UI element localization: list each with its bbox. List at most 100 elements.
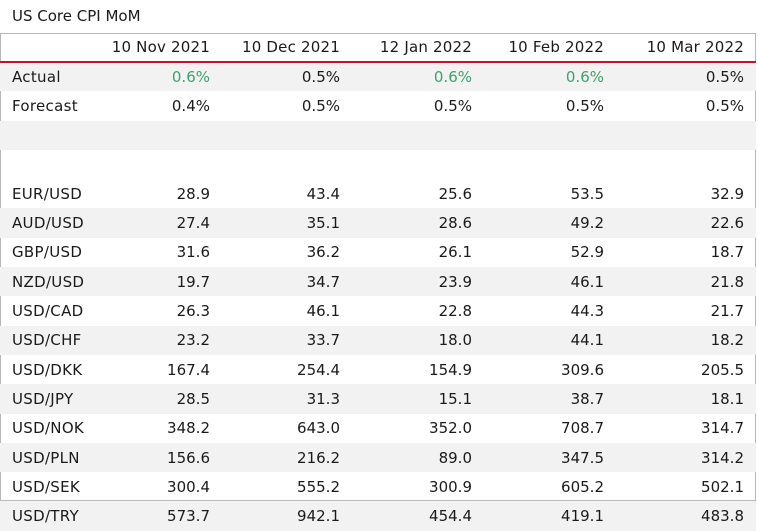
table-row: USD/PLN 156.6 216.2 89.0 347.5 314.2 <box>0 442 756 473</box>
table-cell: 21.8 <box>616 267 756 297</box>
row-label: USD/JPY <box>0 384 96 414</box>
table-cell: 314.7 <box>701 419 744 438</box>
table-cell: 0.5% <box>222 62 352 92</box>
table-row: USD/CAD 26.3 46.1 22.8 44.3 21.7 <box>0 296 756 325</box>
table-cell: 347.5 <box>484 442 616 473</box>
table-cell: 15.1 <box>352 384 484 414</box>
table-cell: 216.2 <box>222 442 352 473</box>
table-cell: 18.2 <box>616 325 756 355</box>
row-label <box>0 120 96 150</box>
table-cell: 22.6 <box>616 208 756 238</box>
row-label: NZD/USD <box>0 267 96 297</box>
table-cell: 0.5% <box>616 62 756 92</box>
table-cell: 26.1 <box>438 243 472 262</box>
table-cell <box>616 120 756 150</box>
table-cell: 38.7 <box>484 384 616 414</box>
table-cell: 52.9 <box>570 243 604 262</box>
table-row: USD/JPY 28.5 31.3 15.1 38.7 18.1 <box>0 384 756 414</box>
table-cell: 31.6 <box>176 243 210 262</box>
table-cell <box>96 150 222 179</box>
table-cell <box>616 150 756 179</box>
page-title: US Core CPI MoM <box>12 7 141 25</box>
table-cell: 0.5% <box>301 96 340 115</box>
table-cell: 22.8 <box>438 302 472 321</box>
table-cell: 27.4 <box>96 208 222 238</box>
column-header: 10 Feb 2022 <box>484 33 616 63</box>
table-cell: 18.0 <box>352 325 484 355</box>
table-row: Actual 0.6% 0.5% 0.6% 0.6% 0.5% <box>0 62 756 92</box>
table-row: NZD/USD 19.7 34.7 23.9 46.1 21.8 <box>0 267 756 297</box>
table-cell: 43.4 <box>306 184 340 203</box>
table-cell: 0.6% <box>484 62 616 92</box>
table-cell: 0.6% <box>352 62 484 92</box>
row-label <box>0 150 96 179</box>
table-cell: 89.0 <box>352 442 484 473</box>
header-row: 10 Nov 2021 10 Dec 2021 12 Jan 2022 10 F… <box>0 33 756 63</box>
table-cell: 0.5% <box>433 96 472 115</box>
table-cell: 352.0 <box>429 419 472 438</box>
table-cell: 205.5 <box>701 360 744 379</box>
table-cell <box>222 120 352 150</box>
table-cell: 33.7 <box>222 325 352 355</box>
table-cell: 32.9 <box>710 184 744 203</box>
table-cell: 44.3 <box>570 302 604 321</box>
table-cell: 18.1 <box>616 384 756 414</box>
row-label: USD/DKK <box>12 360 83 379</box>
table-cell: 46.1 <box>484 267 616 297</box>
table-cell: 23.2 <box>96 325 222 355</box>
table-cell: 419.1 <box>484 501 616 531</box>
row-label: USD/CAD <box>12 302 84 321</box>
table-cell: 942.1 <box>222 501 352 531</box>
table-cell: 21.7 <box>710 302 744 321</box>
table-cell <box>352 120 484 150</box>
row-label: USD/CHF <box>0 325 96 355</box>
table-row: USD/TRY 573.7 942.1 454.4 419.1 483.8 <box>0 501 756 531</box>
table-cell: 309.6 <box>561 360 604 379</box>
table-cell: 0.5% <box>705 96 744 115</box>
table-header: 10 Nov 2021 10 Dec 2021 12 Jan 2022 10 F… <box>0 33 756 63</box>
table-cell: 483.8 <box>616 501 756 531</box>
table-cell: 46.1 <box>306 302 340 321</box>
table-cell: 708.7 <box>561 419 604 438</box>
table-cell: 0.5% <box>565 96 604 115</box>
table-cell: 25.6 <box>438 184 472 203</box>
table-row: USD/NOK 348.2 643.0 352.0 708.7 314.7 <box>0 414 756 443</box>
table-cell <box>484 150 616 179</box>
table-row: GBP/USD 31.6 36.2 26.1 52.9 18.7 <box>0 238 756 267</box>
row-label: USD/PLN <box>0 442 96 473</box>
row-label: AUD/USD <box>0 208 96 238</box>
table-cell: 154.9 <box>429 360 472 379</box>
column-header: 10 Dec 2021 <box>222 33 352 63</box>
table-cell: 573.7 <box>96 501 222 531</box>
table-cell: 35.1 <box>222 208 352 238</box>
column-header <box>0 33 96 63</box>
table-row: Forecast 0.4% 0.5% 0.5% 0.5% 0.5% <box>0 91 756 120</box>
table-cell: 44.1 <box>484 325 616 355</box>
table-cell <box>484 120 616 150</box>
table-cell: 348.2 <box>167 419 210 438</box>
table-cell: 605.2 <box>561 477 604 496</box>
table-row: USD/CHF 23.2 33.7 18.0 44.1 18.2 <box>0 325 756 355</box>
column-header: 10 Mar 2022 <box>616 33 756 63</box>
column-header: 10 Nov 2021 <box>96 33 222 63</box>
row-label: USD/NOK <box>12 419 85 438</box>
table-cell: 300.9 <box>429 477 472 496</box>
table-row <box>0 150 756 179</box>
table-cell: 156.6 <box>96 442 222 473</box>
table-cell: 19.7 <box>96 267 222 297</box>
table-row <box>0 120 756 150</box>
table-cell: 49.2 <box>484 208 616 238</box>
table-cell: 28.6 <box>352 208 484 238</box>
table-cell: 0.6% <box>96 62 222 92</box>
table-cell: 18.7 <box>710 243 744 262</box>
row-label: USD/SEK <box>12 477 81 496</box>
table-cell: 53.5 <box>570 184 604 203</box>
table-cell: 28.5 <box>96 384 222 414</box>
table-cell: 314.2 <box>616 442 756 473</box>
table-cell: 0.4% <box>171 96 210 115</box>
table-cell: 454.4 <box>352 501 484 531</box>
table-cell: 167.4 <box>167 360 210 379</box>
table-cell: 31.3 <box>222 384 352 414</box>
table-row: USD/DKK 167.4 254.4 154.9 309.6 205.5 <box>0 355 756 384</box>
data-table: 10 Nov 2021 10 Dec 2021 12 Jan 2022 10 F… <box>0 33 756 531</box>
